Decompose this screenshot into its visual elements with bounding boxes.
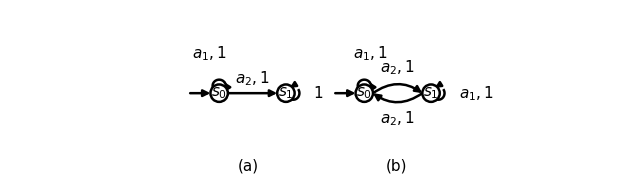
Circle shape xyxy=(422,84,440,102)
Text: $s_0$: $s_0$ xyxy=(356,85,372,101)
Text: $a_2, 1$: $a_2, 1$ xyxy=(380,59,415,77)
Circle shape xyxy=(211,84,228,102)
Text: (b): (b) xyxy=(385,158,407,173)
Text: $1$: $1$ xyxy=(314,85,324,101)
Text: $a_2, 1$: $a_2, 1$ xyxy=(380,109,415,128)
Text: $s_0$: $s_0$ xyxy=(211,85,227,101)
Text: (a): (a) xyxy=(237,158,259,173)
Circle shape xyxy=(356,84,373,102)
Text: $a_1, 1$: $a_1, 1$ xyxy=(459,84,493,103)
Text: $s_1$: $s_1$ xyxy=(423,85,439,101)
Text: $a_2, 1$: $a_2, 1$ xyxy=(236,69,270,88)
Text: $a_1, 1$: $a_1, 1$ xyxy=(191,44,227,63)
Text: $a_1, 1$: $a_1, 1$ xyxy=(353,44,387,63)
Circle shape xyxy=(277,84,294,102)
Text: $s_1$: $s_1$ xyxy=(278,85,294,101)
